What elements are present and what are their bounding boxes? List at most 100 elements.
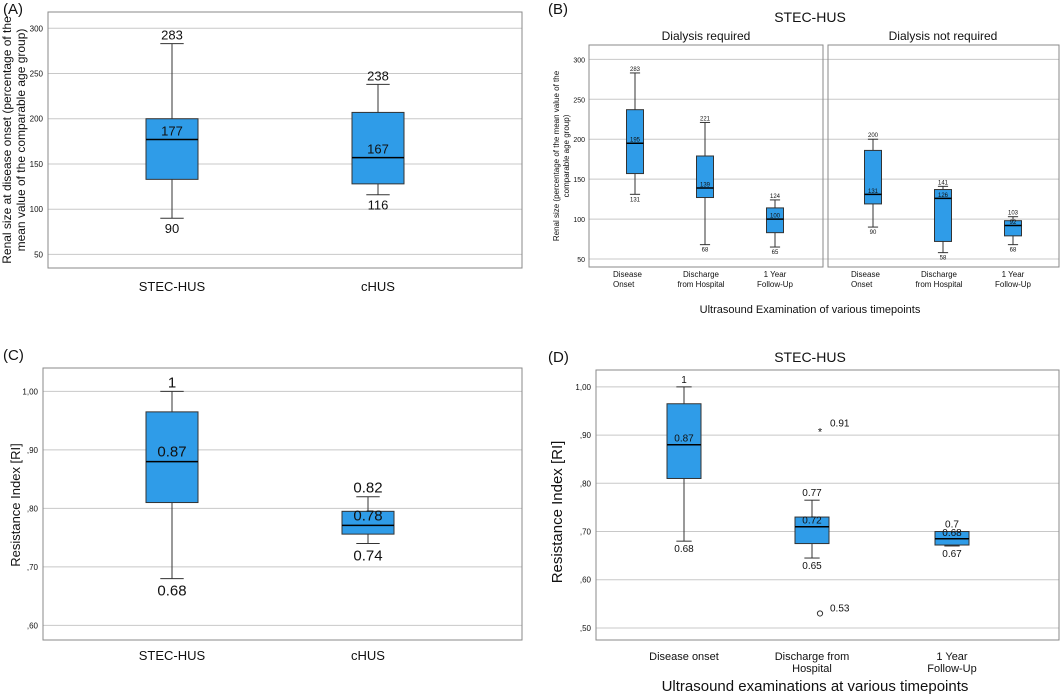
plot-frame — [595, 369, 1060, 641]
y-axis-title-line: Renal size (percentage of the mean value… — [552, 70, 561, 241]
median-label: 100 — [770, 214, 781, 220]
y-tick-label: ,90 — [580, 431, 592, 440]
x-category-label: 1 Year — [936, 651, 968, 663]
y-tick-label: 1,00 — [575, 383, 591, 392]
x-category-label: Disease onset — [649, 651, 719, 663]
panel-label-a: (A) — [3, 1, 23, 18]
median-label: 126 — [938, 193, 949, 199]
x-category-label: from Hospital — [915, 280, 962, 289]
y-axis-title: Renal size at disease onset (percentage … — [0, 16, 28, 264]
x-category-label: Discharge — [921, 270, 958, 279]
box-iqr — [696, 155, 714, 199]
y-tick-label: ,60 — [580, 576, 592, 585]
box-iqr — [626, 109, 644, 175]
median-label: 0.87 — [157, 444, 186, 461]
x-category-label: Onset — [851, 280, 873, 289]
x-category-label: Disease — [613, 270, 642, 279]
box-iqr — [145, 411, 199, 504]
facet-title-dialysis-not-required: Dialysis not required — [889, 29, 998, 43]
max-label: 141 — [938, 180, 949, 186]
min-label: 0.67 — [942, 549, 962, 560]
facet-frame-left — [588, 44, 824, 268]
y-tick-label: 300 — [30, 24, 44, 33]
x-category-label: Disease — [851, 270, 880, 279]
x-category-label: 1 Year — [764, 270, 787, 279]
x-category-label: 1 Year — [1002, 270, 1025, 279]
median-label: 0.87 — [674, 434, 694, 445]
median-label: 131 — [868, 189, 879, 195]
box-iqr — [145, 118, 199, 180]
median-label: 0.78 — [353, 507, 382, 524]
y-axis-title-text: Resistance Index [RI] — [8, 443, 23, 567]
min-label: 0.74 — [353, 547, 382, 564]
y-axis-title-line: comparable age group) — [562, 114, 571, 197]
x-category-label: Discharge — [683, 270, 720, 279]
x-category-label: STEC-HUS — [139, 279, 206, 294]
plot-frame — [47, 11, 523, 269]
min-label: 68 — [1010, 248, 1017, 254]
median-label: 92 — [1010, 220, 1017, 226]
x-axis-title: Ultrasound examinations at various timep… — [662, 678, 969, 695]
min-label: 131 — [630, 197, 641, 203]
box-iqr — [934, 189, 952, 242]
min-label: 0.68 — [157, 583, 186, 600]
x-category-label: Follow-Up — [927, 663, 977, 675]
max-label: 200 — [868, 133, 879, 139]
median-label: 139 — [700, 182, 711, 188]
box-iqr — [666, 403, 702, 479]
box-iqr — [766, 207, 784, 234]
y-axis-title: Renal size (percentage of the mean value… — [552, 70, 571, 241]
y-axis-title-line: Renal size at disease onset (percentage … — [0, 16, 14, 264]
facet-frame-right — [827, 44, 1060, 268]
facet-title-dialysis-required: Dialysis required — [662, 29, 751, 43]
chart-title: STEC-HUS — [774, 349, 846, 365]
panel-label-d: (D) — [548, 349, 569, 366]
box-iqr — [864, 149, 882, 205]
y-tick-label: 200 — [30, 115, 44, 124]
x-category-label: cHUS — [361, 279, 395, 294]
x-category-label: from Hospital — [677, 280, 724, 289]
panel-label-b: (B) — [548, 1, 568, 18]
y-tick-label: 50 — [577, 257, 585, 264]
y-tick-label: 250 — [30, 70, 44, 79]
median-label: 177 — [161, 124, 183, 139]
y-tick-label: ,60 — [27, 621, 39, 630]
x-category-label: Follow-Up — [995, 280, 1032, 289]
max-label: 221 — [700, 116, 711, 122]
x-category-label: Discharge from — [775, 651, 850, 663]
min-label: 90 — [165, 221, 179, 236]
chart-title: STEC-HUS — [774, 9, 846, 25]
min-label: 116 — [368, 198, 389, 213]
median-label: 0.68 — [942, 528, 962, 539]
y-tick-label: 50 — [34, 250, 43, 259]
max-label: 1 — [168, 374, 176, 391]
max-label: 0.77 — [802, 488, 822, 499]
min-label: 0.68 — [674, 544, 694, 555]
min-label: 65 — [772, 250, 779, 256]
max-label: 103 — [1008, 211, 1019, 217]
y-tick-label: 150 — [30, 160, 44, 169]
box-iqr — [794, 516, 830, 545]
outlier-label: 0.91 — [830, 418, 850, 429]
min-label: 68 — [702, 248, 709, 254]
y-axis-title: Resistance Index [RI] — [8, 443, 23, 567]
box-iqr — [341, 510, 395, 535]
x-category-label: cHUS — [351, 648, 385, 663]
y-tick-label: ,90 — [27, 446, 39, 455]
y-tick-label: 100 — [573, 217, 585, 224]
max-label: 1 — [681, 375, 687, 386]
y-tick-label: ,50 — [580, 624, 592, 633]
max-label: 0.7 — [945, 520, 959, 531]
min-label: 90 — [870, 230, 877, 236]
y-tick-label: 300 — [573, 57, 585, 64]
median-label: 0.72 — [802, 516, 822, 527]
max-label: 238 — [367, 68, 389, 83]
box-iqr — [1004, 220, 1022, 237]
outlier-star: * — [818, 426, 823, 438]
y-tick-label: ,80 — [580, 479, 592, 488]
box-iqr — [351, 111, 405, 185]
y-tick-label: ,70 — [27, 563, 39, 572]
outlier-circle — [816, 610, 824, 617]
y-axis-title-line: mean value of the comparable age group) — [14, 29, 28, 252]
